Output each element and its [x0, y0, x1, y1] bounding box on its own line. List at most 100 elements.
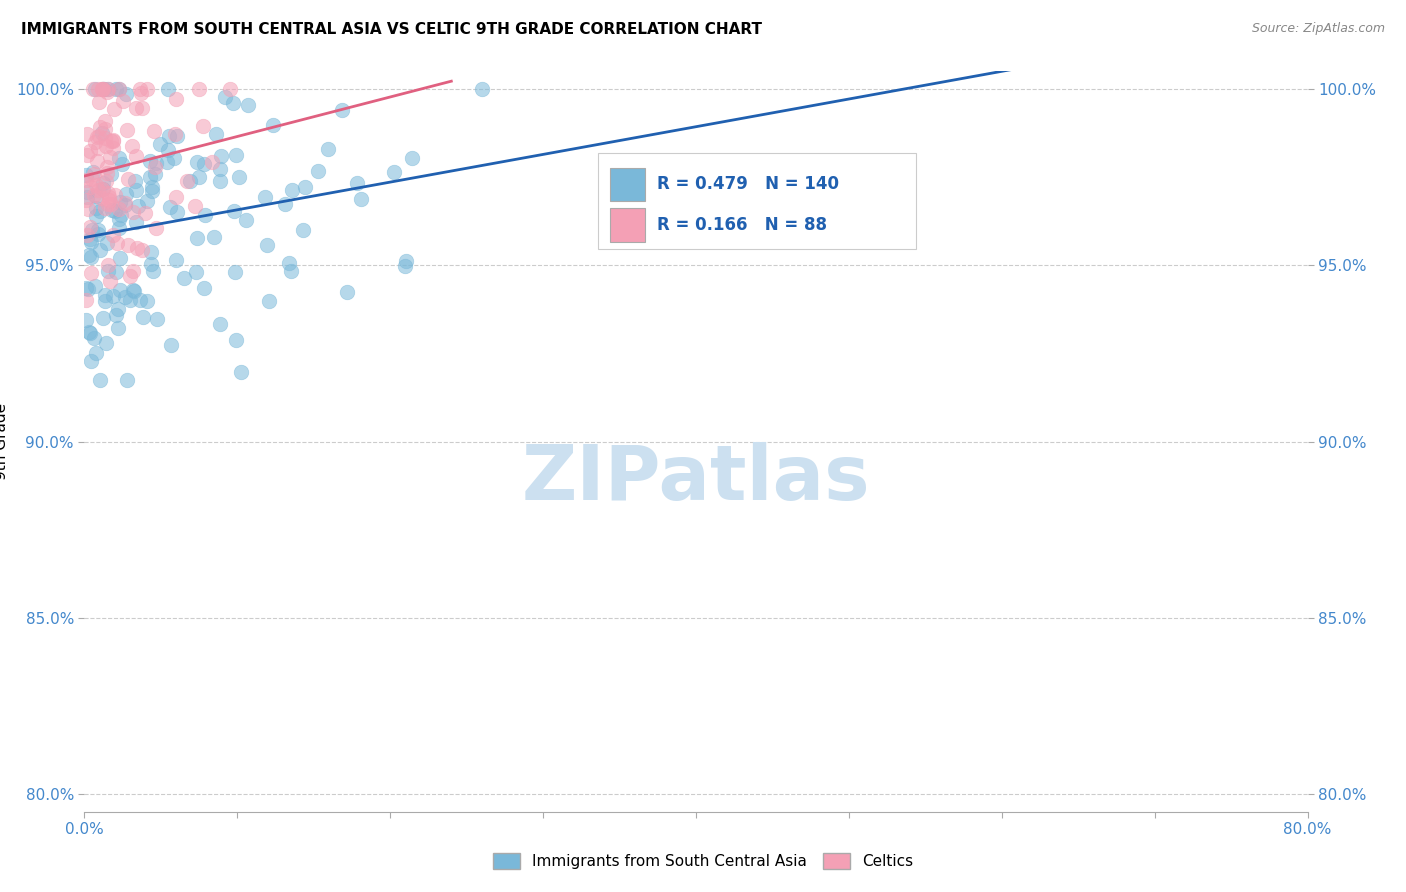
Point [291, 223, 314, 237]
Point [90, 191, 112, 205]
Point [111, 94, 134, 108]
Point [80, 172, 103, 186]
Point [163, 127, 186, 141]
Point [105, 308, 128, 322]
Point [91, 82, 114, 96]
Y-axis label: 9th Grade: 9th Grade [0, 403, 8, 480]
Point [166, 128, 188, 143]
Point [110, 194, 132, 209]
Point [165, 253, 187, 268]
Point [121, 283, 143, 297]
Point [77, 248, 100, 262]
Point [86, 153, 108, 168]
Point [91, 82, 114, 96]
Point [96, 235, 118, 250]
Point [186, 231, 208, 245]
Point [76, 186, 98, 200]
Point [89, 95, 111, 109]
Point [87, 141, 110, 155]
Point [156, 155, 179, 169]
Point [280, 264, 302, 278]
Point [127, 241, 149, 255]
Point [77, 202, 100, 216]
Point [139, 245, 162, 260]
Point [225, 147, 247, 161]
Point [84, 346, 107, 360]
FancyBboxPatch shape [610, 168, 644, 201]
FancyBboxPatch shape [610, 209, 644, 242]
Point [107, 82, 129, 96]
Point [222, 203, 245, 218]
Point [98, 150, 121, 164]
Point [75, 281, 97, 295]
Point [94, 114, 117, 128]
Point [83, 135, 105, 149]
Point [122, 285, 145, 299]
Point [84, 189, 107, 203]
Point [173, 271, 195, 285]
Point [75, 173, 97, 187]
Point [165, 92, 187, 106]
Point [330, 103, 353, 117]
Point [87, 128, 110, 143]
Point [107, 211, 129, 226]
Point [159, 200, 181, 214]
Point [336, 285, 359, 300]
Point [98, 274, 121, 288]
Point [124, 173, 146, 187]
Point [254, 189, 277, 203]
Point [145, 221, 167, 235]
Point [257, 294, 280, 309]
Point [135, 293, 157, 308]
Point [127, 199, 149, 213]
Point [84, 209, 107, 223]
Point [131, 86, 153, 100]
Point [141, 184, 163, 198]
Point [202, 229, 225, 244]
Point [77, 325, 100, 339]
Point [146, 312, 169, 326]
Point [193, 157, 215, 171]
Point [229, 365, 252, 379]
Point [105, 235, 128, 250]
Point [80, 222, 103, 236]
Point [89, 204, 111, 219]
Point [238, 97, 260, 112]
Point [79, 354, 101, 368]
Point [228, 170, 250, 185]
Point [94, 202, 117, 216]
Point [125, 101, 148, 115]
Point [129, 293, 152, 308]
Point [90, 126, 112, 140]
Point [278, 256, 301, 270]
Point [256, 238, 278, 252]
Point [149, 137, 172, 152]
Point [101, 135, 124, 149]
Point [87, 182, 110, 196]
Text: IMMIGRANTS FROM SOUTH CENTRAL ASIA VS CELTIC 9TH GRADE CORRELATION CHART: IMMIGRANTS FROM SOUTH CENTRAL ASIA VS CE… [21, 22, 762, 37]
Point [83, 167, 105, 181]
Point [97, 264, 120, 278]
Point [142, 124, 165, 138]
Point [184, 199, 207, 213]
Point [101, 203, 124, 218]
Point [136, 194, 159, 209]
Point [100, 168, 122, 182]
Point [104, 204, 127, 219]
Point [194, 208, 217, 222]
Point [84, 201, 107, 215]
Point [193, 119, 215, 133]
Point [76, 282, 98, 296]
Point [273, 196, 295, 211]
Point [114, 290, 136, 304]
Point [97, 194, 120, 208]
Point [103, 289, 125, 303]
Point [188, 169, 211, 184]
Point [108, 251, 131, 265]
Point [157, 82, 180, 96]
Point [307, 164, 329, 178]
Point [156, 143, 179, 157]
Point [97, 186, 120, 200]
Point [235, 212, 257, 227]
Point [104, 188, 127, 202]
